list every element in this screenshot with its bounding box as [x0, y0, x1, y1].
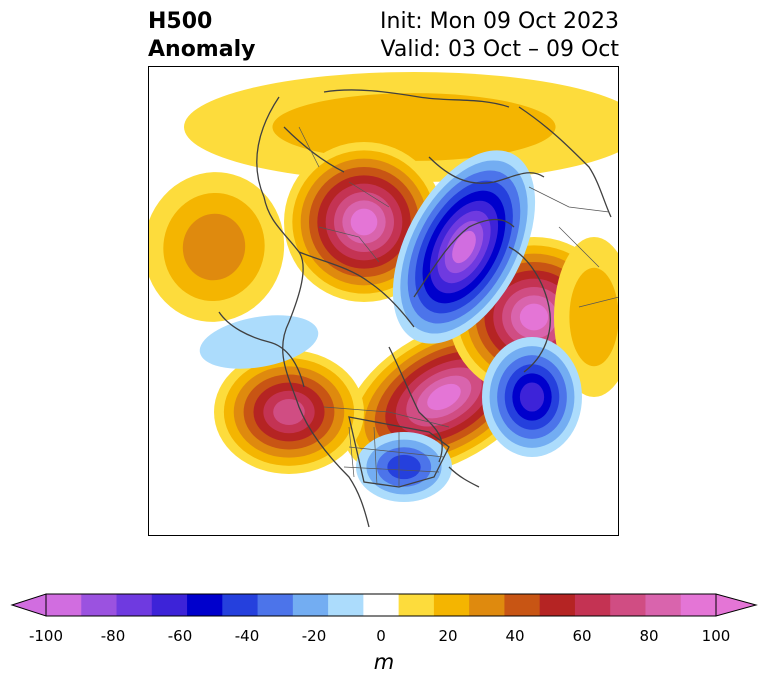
colorbar-segment	[504, 594, 541, 616]
coastlines	[218, 89, 612, 528]
anomaly-map-svg	[149, 72, 618, 528]
colorbar-segment	[645, 594, 682, 616]
map-dates: Init: Mon 09 Oct 2023 Valid: 03 Oct – 09…	[380, 8, 619, 64]
colorbar-segment	[680, 594, 717, 616]
title-variable: H500	[148, 9, 213, 34]
colorbar-tick-label: -60	[167, 627, 193, 645]
map-title: H500 Anomaly	[148, 8, 255, 64]
title-field: Anomaly	[148, 37, 256, 62]
init-date: Init: Mon 09 Oct 2023	[380, 9, 619, 34]
anomaly-pos-east-band	[554, 237, 618, 397]
colorbar-tick-label: 20	[438, 627, 458, 645]
colorbar-tick-label: -40	[234, 627, 260, 645]
colorbar-segment	[187, 594, 223, 616]
colorbar-tick-label: 0	[376, 627, 386, 645]
valid-range: Valid: 03 Oct – 09 Oct	[380, 37, 619, 62]
anomaly-pos-pacific	[149, 172, 285, 322]
colorbar-segment	[292, 594, 329, 616]
colorbar-under-arrow	[10, 593, 47, 617]
colorbar-segment	[222, 594, 259, 616]
colorbar-segment	[539, 594, 576, 616]
colorbar-segment	[81, 594, 118, 616]
colorbar-segment	[363, 594, 400, 616]
anomaly-neg-southeast-us	[356, 432, 452, 502]
colorbar	[10, 593, 758, 617]
colorbar-segments	[10, 593, 758, 617]
colorbar-frame	[45, 593, 717, 617]
colorbar-over-arrow	[715, 593, 758, 617]
colorbar-tick-label: -100	[28, 627, 64, 645]
anomaly-contours	[149, 72, 618, 502]
colorbar-segment	[328, 594, 364, 616]
colorbar-tick-label: 40	[505, 627, 525, 645]
colorbar-segment	[469, 594, 505, 616]
anomaly-map	[148, 66, 619, 536]
colorbar-tick-label: -80	[100, 627, 126, 645]
colorbar-tick-label: 80	[639, 627, 659, 645]
political-borders	[298, 126, 618, 487]
colorbar-segment	[574, 594, 611, 616]
colorbar-tick-label: 60	[572, 627, 592, 645]
anomaly-neg-atlantic	[482, 337, 582, 457]
colorbar-units: m	[373, 650, 395, 674]
colorbar-segment	[257, 594, 294, 616]
colorbar-tick-label: -20	[301, 627, 327, 645]
colorbar-segment	[433, 594, 470, 616]
colorbar-tick-label: 100	[701, 627, 731, 645]
colorbar-segment	[610, 594, 646, 616]
colorbar-segment	[116, 594, 153, 616]
colorbar-segment	[151, 594, 188, 616]
colorbar-segment	[46, 594, 82, 616]
anomaly-neg-arctic	[392, 150, 536, 344]
anomaly-neg-pacific	[199, 315, 319, 369]
colorbar-segment	[398, 594, 435, 616]
